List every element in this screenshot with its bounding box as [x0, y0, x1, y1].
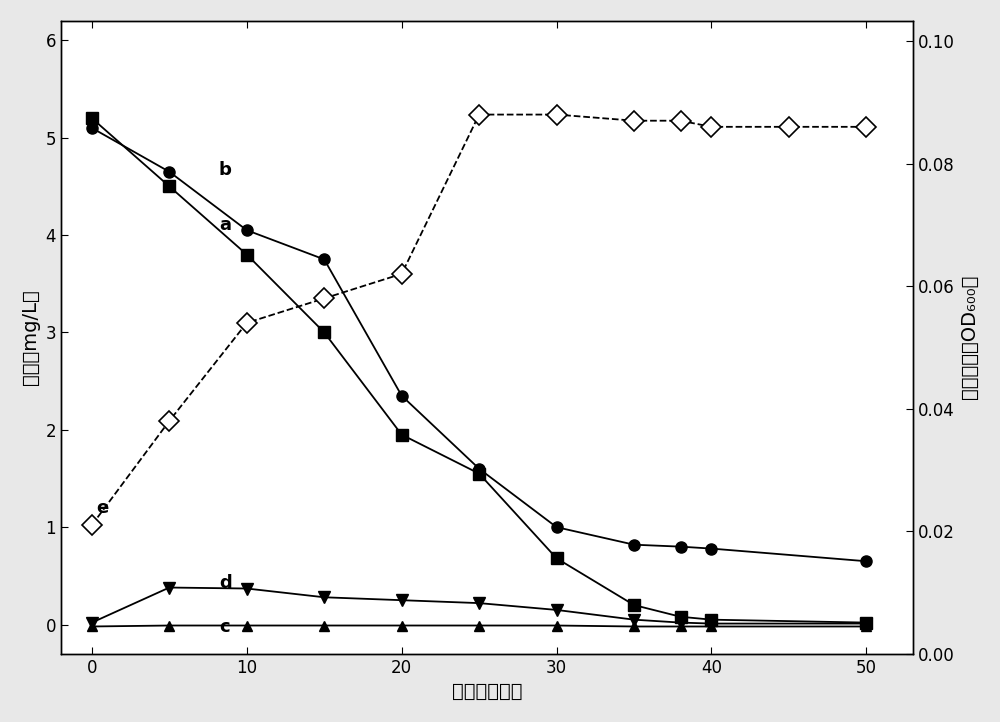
Text: d: d	[219, 573, 232, 591]
Y-axis label: 细菌浓度（OD₆₀₀）: 细菌浓度（OD₆₀₀）	[960, 275, 979, 399]
Text: e: e	[97, 499, 109, 516]
Text: c: c	[219, 618, 230, 636]
Text: b: b	[219, 161, 232, 178]
X-axis label: 时间（小时）: 时间（小时）	[452, 682, 522, 701]
Y-axis label: 浓度（mg/L）: 浓度（mg/L）	[21, 290, 40, 385]
Text: a: a	[219, 216, 231, 234]
